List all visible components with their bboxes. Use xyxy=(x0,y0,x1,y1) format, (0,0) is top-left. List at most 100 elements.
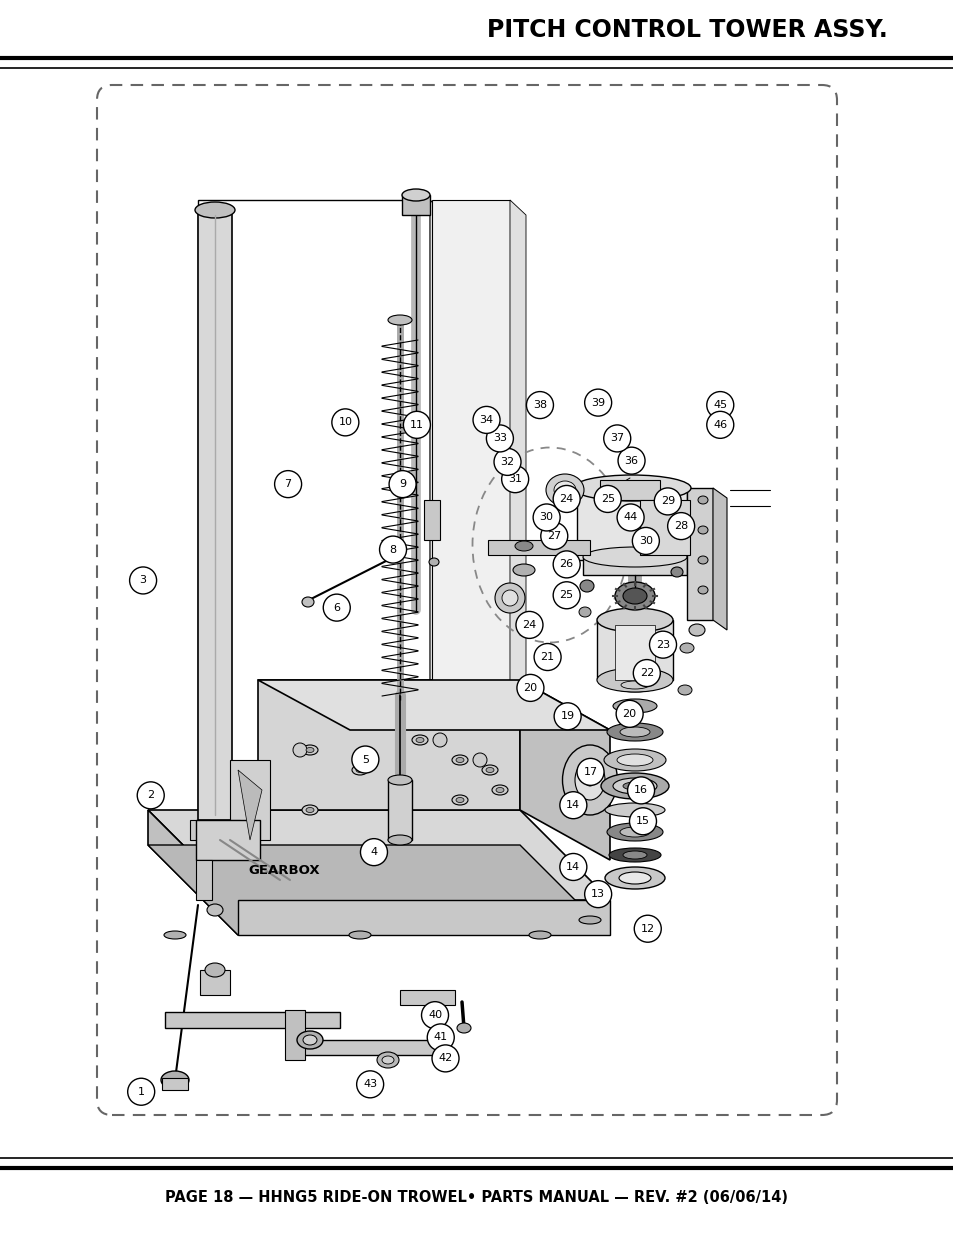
Circle shape xyxy=(584,389,611,416)
Ellipse shape xyxy=(578,606,590,618)
Text: 44: 44 xyxy=(623,513,637,522)
Ellipse shape xyxy=(608,848,660,862)
Text: 10: 10 xyxy=(338,417,352,427)
Ellipse shape xyxy=(456,1023,471,1032)
Text: 14: 14 xyxy=(566,862,579,872)
Text: 17: 17 xyxy=(583,767,597,777)
Ellipse shape xyxy=(306,808,314,813)
Ellipse shape xyxy=(429,558,438,566)
Circle shape xyxy=(403,411,430,438)
Ellipse shape xyxy=(670,567,682,577)
Polygon shape xyxy=(257,680,519,810)
Ellipse shape xyxy=(619,827,649,837)
Text: 16: 16 xyxy=(634,785,647,795)
Text: 23: 23 xyxy=(656,640,669,650)
Ellipse shape xyxy=(452,755,468,764)
Polygon shape xyxy=(200,969,230,995)
Ellipse shape xyxy=(604,803,664,818)
Circle shape xyxy=(360,839,387,866)
Polygon shape xyxy=(237,900,609,935)
Ellipse shape xyxy=(207,904,223,916)
Ellipse shape xyxy=(485,767,494,773)
Text: 45: 45 xyxy=(713,400,726,410)
Ellipse shape xyxy=(492,785,507,795)
Text: 34: 34 xyxy=(479,415,493,425)
Polygon shape xyxy=(423,500,439,540)
Circle shape xyxy=(706,411,733,438)
Ellipse shape xyxy=(698,526,707,534)
Polygon shape xyxy=(285,1010,305,1060)
Circle shape xyxy=(473,406,499,433)
Polygon shape xyxy=(148,845,609,935)
Circle shape xyxy=(654,488,680,515)
Text: 26: 26 xyxy=(559,559,573,569)
Polygon shape xyxy=(399,990,455,1005)
Text: 30: 30 xyxy=(539,513,553,522)
Circle shape xyxy=(137,782,164,809)
Ellipse shape xyxy=(622,782,646,790)
Ellipse shape xyxy=(376,1052,398,1068)
Polygon shape xyxy=(401,195,430,215)
Text: 24: 24 xyxy=(559,494,573,504)
Text: 33: 33 xyxy=(493,433,506,443)
Circle shape xyxy=(494,448,520,475)
Ellipse shape xyxy=(579,580,594,592)
Ellipse shape xyxy=(433,734,447,747)
Ellipse shape xyxy=(496,788,503,793)
Polygon shape xyxy=(190,820,240,840)
Text: PITCH CONTROL TOWER ASSY.: PITCH CONTROL TOWER ASSY. xyxy=(486,19,886,42)
Ellipse shape xyxy=(529,931,551,939)
Text: PAGE 18 — HHNG5 RIDE-ON TROWEL• PARTS MANUAL — REV. #2 (06/06/14): PAGE 18 — HHNG5 RIDE-ON TROWEL• PARTS MA… xyxy=(165,1191,788,1205)
Circle shape xyxy=(421,1002,448,1029)
Circle shape xyxy=(633,659,659,687)
Text: 27: 27 xyxy=(547,531,560,541)
Polygon shape xyxy=(639,500,689,555)
Ellipse shape xyxy=(302,745,317,755)
Ellipse shape xyxy=(604,867,664,889)
Ellipse shape xyxy=(603,748,665,771)
Ellipse shape xyxy=(303,1035,316,1045)
Text: 28: 28 xyxy=(674,521,687,531)
Circle shape xyxy=(649,631,676,658)
Circle shape xyxy=(559,853,586,881)
Text: 41: 41 xyxy=(434,1032,447,1042)
Circle shape xyxy=(627,777,654,804)
Ellipse shape xyxy=(698,585,707,594)
Text: 6: 6 xyxy=(333,603,340,613)
Circle shape xyxy=(352,746,378,773)
Ellipse shape xyxy=(597,668,672,692)
Ellipse shape xyxy=(302,597,314,606)
Ellipse shape xyxy=(606,823,662,841)
Text: 21: 21 xyxy=(540,652,554,662)
Polygon shape xyxy=(510,200,525,725)
Ellipse shape xyxy=(698,556,707,564)
Circle shape xyxy=(533,504,559,531)
Ellipse shape xyxy=(381,1056,394,1065)
Polygon shape xyxy=(582,557,686,576)
Circle shape xyxy=(356,1071,383,1098)
Circle shape xyxy=(486,425,513,452)
Ellipse shape xyxy=(613,699,657,713)
Text: 19: 19 xyxy=(560,711,574,721)
Polygon shape xyxy=(148,810,237,935)
Text: 9: 9 xyxy=(398,479,406,489)
Circle shape xyxy=(379,536,406,563)
Ellipse shape xyxy=(416,737,423,742)
Polygon shape xyxy=(599,480,659,500)
Ellipse shape xyxy=(481,764,497,776)
Ellipse shape xyxy=(620,680,648,689)
Ellipse shape xyxy=(600,773,668,799)
Ellipse shape xyxy=(573,475,690,501)
Circle shape xyxy=(553,582,579,609)
Circle shape xyxy=(554,703,580,730)
Text: 14: 14 xyxy=(566,800,579,810)
Circle shape xyxy=(634,915,660,942)
Polygon shape xyxy=(519,680,609,860)
Circle shape xyxy=(427,1024,454,1051)
Ellipse shape xyxy=(678,685,691,695)
Ellipse shape xyxy=(562,745,617,815)
Ellipse shape xyxy=(412,735,428,745)
Ellipse shape xyxy=(584,774,595,785)
Ellipse shape xyxy=(613,778,657,794)
Ellipse shape xyxy=(456,757,463,762)
